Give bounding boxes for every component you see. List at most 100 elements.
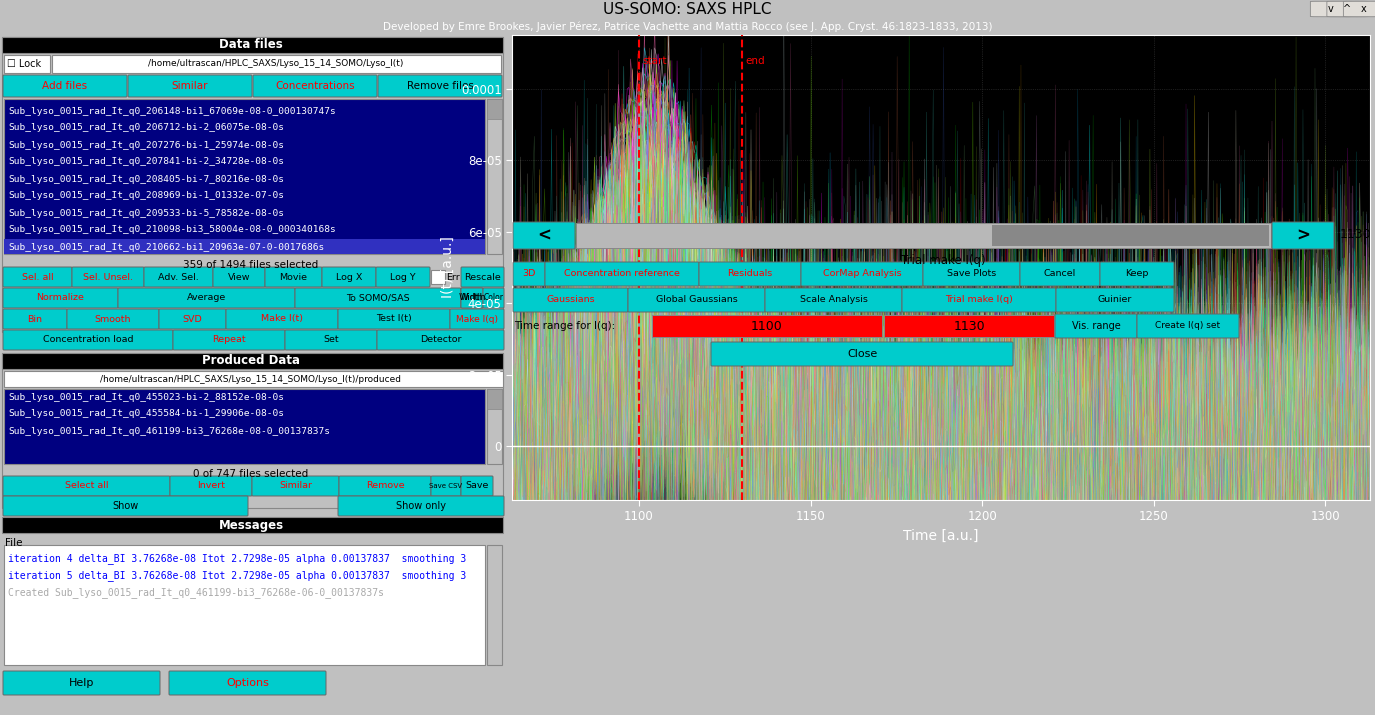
Text: Sub_lyso_0015_rad_It_q0_461199-bi3_76268e-08-0_00137837s: Sub_lyso_0015_rad_It_q0_461199-bi3_76268… [8,427,330,435]
Bar [4,55,49,73]
Bar [884,315,1055,337]
Bar [487,545,502,665]
FancyBboxPatch shape [160,309,226,329]
FancyBboxPatch shape [128,75,252,97]
FancyBboxPatch shape [378,75,502,97]
FancyBboxPatch shape [3,476,170,496]
Text: Concentration load: Concentration load [43,335,133,345]
Bar [4,239,485,254]
Text: To SOMO/SAS: To SOMO/SAS [346,293,410,302]
Text: Residuals: Residuals [727,270,773,279]
Text: Vis. range: Vis. range [1071,321,1121,331]
FancyBboxPatch shape [461,288,483,308]
Text: x: x [1361,4,1367,14]
Text: Save: Save [465,481,488,490]
Bar [487,99,502,254]
FancyBboxPatch shape [3,496,248,516]
Text: Sub_lyso_0015_rad_It_q0_209533-bi-5_78582e-08-0s: Sub_lyso_0015_rad_It_q0_209533-bi-5_7858… [8,209,285,217]
FancyBboxPatch shape [461,288,483,308]
Text: Options: Options [226,678,270,688]
FancyBboxPatch shape [450,309,505,329]
FancyBboxPatch shape [338,496,505,516]
FancyBboxPatch shape [322,267,375,287]
Text: Test I(t): Test I(t) [377,315,412,323]
FancyBboxPatch shape [513,288,628,312]
Text: Keep: Keep [1125,270,1148,279]
Text: Select all: Select all [65,481,109,490]
Bar [430,270,446,284]
FancyBboxPatch shape [1137,314,1239,338]
FancyBboxPatch shape [3,330,173,350]
Text: Sub_lyso_0015_rad_It_q0_208405-bi-7_80216e-08-0s: Sub_lyso_0015_rad_It_q0_208405-bi-7_8021… [8,174,285,184]
Bar [1,353,503,369]
FancyBboxPatch shape [3,309,67,329]
FancyBboxPatch shape [1343,1,1375,16]
Text: 0 of 747 files selected: 0 of 747 files selected [194,469,308,479]
Text: Similar: Similar [172,81,208,91]
FancyBboxPatch shape [252,476,340,496]
FancyBboxPatch shape [628,288,764,312]
Bar [576,223,1270,248]
Text: iteration 5 delta_BI 3.76268e-08 Itot 2.7298e-05 alpha 0.00137837  smoothing 3: iteration 5 delta_BI 3.76268e-08 Itot 2.… [8,570,466,581]
Text: 359 of 1494 files selected: 359 of 1494 files selected [183,260,319,270]
FancyBboxPatch shape [285,330,377,350]
FancyBboxPatch shape [1020,262,1100,286]
FancyBboxPatch shape [711,342,1013,366]
Text: Data files: Data files [219,39,283,51]
FancyBboxPatch shape [902,288,1056,312]
Text: CorMap Analysis: CorMap Analysis [822,270,902,279]
FancyBboxPatch shape [461,476,494,496]
FancyBboxPatch shape [513,262,544,286]
Bar [4,371,503,387]
FancyBboxPatch shape [118,288,296,308]
Text: Width: Width [461,293,483,302]
Text: Sub_lyso_0015_rad_It_q0_206712-bi-2_06075e-08-0s: Sub_lyso_0015_rad_It_q0_206712-bi-2_0607… [8,124,285,132]
FancyBboxPatch shape [377,330,505,350]
Text: Help: Help [69,678,94,688]
Text: Concentration reference: Concentration reference [564,270,679,279]
Text: /home/ultrascan/HPLC_SAXS/Lyso_15_14_SOMO/Lyso_I(t): /home/ultrascan/HPLC_SAXS/Lyso_15_14_SOM… [148,59,404,69]
Text: Normalize: Normalize [37,293,84,302]
FancyBboxPatch shape [483,288,505,308]
Text: Bin: Bin [28,315,43,323]
Text: Invert: Invert [197,481,226,490]
Text: Cancel: Cancel [1044,270,1077,279]
Text: File: File [6,538,22,548]
FancyBboxPatch shape [169,671,326,695]
FancyBboxPatch shape [253,75,377,97]
Text: <: < [538,227,551,245]
Text: Save CSV: Save CSV [429,483,462,489]
Text: Global Gaussians: Global Gaussians [656,295,737,305]
FancyBboxPatch shape [430,476,461,496]
Bar [1,353,503,508]
Text: Repeat: Repeat [212,335,246,345]
Y-axis label: I(t) [a.u.]: I(t) [a.u.] [441,237,455,298]
Text: 3D: 3D [522,270,536,279]
Text: Produced Data: Produced Data [202,355,300,368]
Text: start: start [642,56,667,66]
Bar [4,389,485,464]
FancyBboxPatch shape [144,267,213,287]
Text: Add files: Add files [43,81,88,91]
Text: Set: Set [323,335,338,345]
Text: Trial make I(q): Trial make I(q) [901,254,986,267]
Text: Smooth: Smooth [95,315,131,323]
Text: Create I(q) set: Create I(q) set [1155,322,1221,330]
Text: 1100: 1100 [751,320,782,332]
Text: Average: Average [187,293,226,302]
Text: Log Y: Log Y [390,272,415,282]
FancyBboxPatch shape [72,267,144,287]
Text: Time range for I(q):: Time range for I(q): [514,321,615,331]
Text: Concentrations: Concentrations [275,81,355,91]
FancyBboxPatch shape [544,262,698,286]
Bar [1,37,503,53]
Text: Detector: Detector [419,335,461,345]
Text: Sub_lyso_0015_rad_It_q0_210662-bi1_20963e-07-0-0017686s: Sub_lyso_0015_rad_It_q0_210662-bi1_20963… [8,242,324,252]
Bar [487,99,502,119]
Text: Sub_lyso_0015_rad_It_q0_208969-bi-1_01332e-07-0s: Sub_lyso_0015_rad_It_q0_208969-bi-1_0133… [8,192,285,200]
X-axis label: Time [a.u.]: Time [a.u.] [903,529,979,543]
Text: end: end [745,56,764,66]
Bar [4,99,485,254]
FancyBboxPatch shape [1327,1,1368,16]
FancyBboxPatch shape [1055,314,1137,338]
